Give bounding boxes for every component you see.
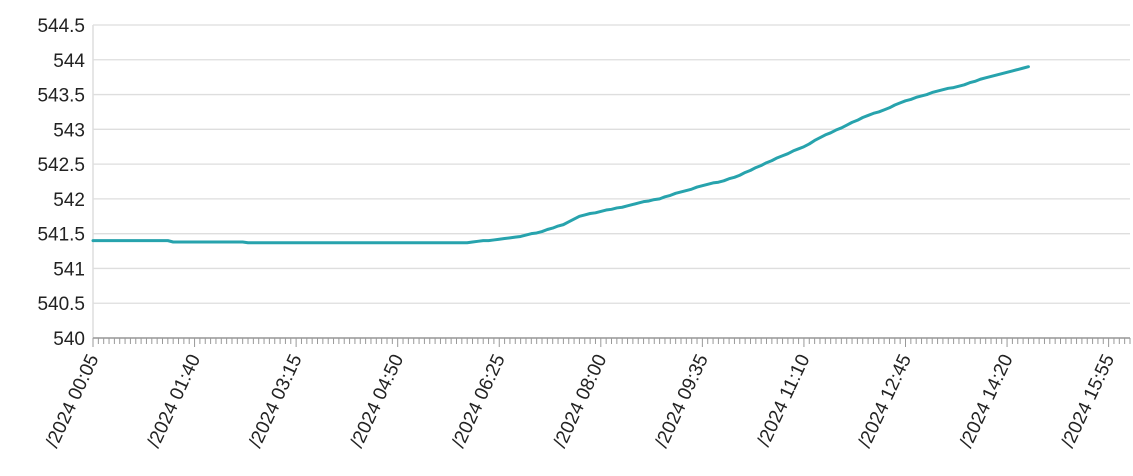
y-tick-label: 543 (53, 120, 85, 141)
y-tick-label: 541 (53, 259, 85, 280)
line-series (91, 65, 1030, 245)
x-tick-label: /2024 00:05 (42, 351, 103, 451)
y-tick-label: 543.5 (37, 86, 85, 107)
y-tick-label: 544.5 (37, 16, 85, 37)
x-tick-label: /2024 14:20 (956, 351, 1017, 451)
x-tick-label: /2024 09:35 (651, 351, 712, 451)
x-tick-label: /2024 06:25 (448, 351, 509, 451)
x-tick-label: /2024 08:00 (550, 351, 611, 451)
x-tick-label: /2024 11:10 (754, 351, 815, 450)
y-tick-label: 541.5 (37, 225, 85, 246)
x-tick-label: /2024 03:15 (245, 351, 306, 451)
y-tick-label: 542 (53, 190, 85, 211)
y-tick-label: 544 (53, 51, 85, 72)
y-tick-label: 542.5 (37, 155, 85, 176)
y-tick-label: 540 (53, 329, 85, 350)
y-tick-label: 540.5 (37, 294, 85, 315)
x-tick-label: /2024 01:40 (144, 351, 205, 451)
x-tick-label: /2024 12:45 (855, 351, 916, 451)
x-tick-label: /2024 15:55 (1058, 351, 1119, 451)
x-tick-label: /2024 04:50 (347, 351, 408, 451)
